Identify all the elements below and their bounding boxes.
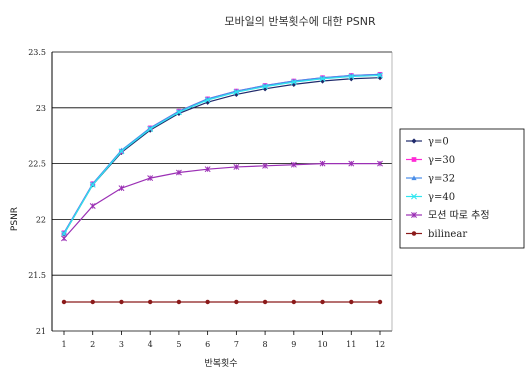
legend-marker: [411, 231, 417, 236]
x-tick-label: 9: [291, 340, 296, 349]
series-layer: [61, 71, 383, 305]
legend-marker: [411, 157, 417, 162]
chart-title: 모바일의 반복횟수에 대한 PSNR: [224, 14, 376, 28]
data-point: [234, 299, 239, 305]
y-tick-label: 23.5: [28, 48, 46, 57]
data-point: [233, 89, 240, 96]
legend-marker: [411, 212, 417, 218]
data-point: [61, 230, 67, 235]
data-point: [262, 299, 268, 305]
x-axis-label: 반복횟수: [204, 357, 237, 369]
x-tick-label: 3: [119, 340, 124, 349]
legend-item: bilinear: [406, 229, 467, 240]
legend-item: γ=0: [406, 137, 449, 148]
x-tick-label: 8: [263, 340, 268, 349]
data-point: [348, 160, 355, 167]
y-tick-label: 21.5: [28, 271, 46, 280]
y-tick-label: 22.5: [28, 160, 46, 169]
x-tick-label: 6: [205, 340, 210, 349]
legend-marker: [411, 138, 417, 144]
data-point: [118, 148, 125, 155]
data-point: [233, 163, 240, 170]
legend-label: γ=40: [428, 192, 455, 203]
data-point: [377, 160, 383, 167]
series-line: [63, 74, 381, 235]
series-line: [63, 163, 380, 239]
legend-label: 모션 따로 추정: [428, 210, 490, 222]
data-point: [176, 299, 182, 305]
data-point: [61, 299, 67, 305]
x-tick-label: 10: [317, 340, 327, 349]
data-point: [349, 299, 354, 305]
data-point: [90, 299, 95, 305]
x-tick-label: 2: [90, 340, 95, 349]
data-point: [319, 160, 326, 167]
data-point: [204, 96, 211, 103]
x-tick-label: 4: [148, 340, 153, 349]
data-point: [119, 299, 124, 305]
x-tick-label: 12: [375, 340, 385, 349]
data-point: [204, 166, 211, 173]
data-point: [290, 161, 297, 168]
data-point: [291, 299, 297, 305]
series-0: [61, 75, 383, 237]
data-point: [61, 235, 67, 242]
x-tick-label: 1: [61, 340, 66, 349]
legend-label: γ=30: [428, 155, 455, 166]
legend-item: γ=40: [406, 192, 455, 203]
data-point: [175, 169, 182, 176]
data-point: [262, 86, 268, 92]
y-tick-label: 22: [36, 215, 46, 224]
series-5: [61, 299, 383, 305]
data-point: [147, 126, 154, 132]
x-tick-label: 5: [176, 340, 181, 349]
grid-layer: [52, 51, 392, 332]
data-point: [319, 75, 326, 82]
data-point: [118, 185, 125, 192]
legend-item: γ=30: [406, 155, 455, 166]
data-point: [348, 76, 354, 82]
data-point: [377, 299, 383, 305]
data-point: [147, 175, 154, 182]
data-point: [89, 203, 96, 209]
data-point: [175, 109, 182, 116]
y-axis-label: PSNR: [10, 207, 20, 231]
series-line: [63, 77, 381, 235]
data-point: [320, 299, 325, 305]
x-tick-label: 7: [234, 340, 239, 349]
legend-item: 모션 따로 추정: [406, 210, 490, 222]
legend-label: γ=0: [428, 137, 449, 148]
y-tick-label: 23: [36, 104, 46, 113]
legend-label: γ=32: [428, 174, 455, 185]
data-point: [262, 83, 269, 90]
legend-marker: [411, 175, 417, 181]
data-point: [89, 181, 96, 188]
y-tick-label: 21: [36, 327, 46, 336]
legend-marker: [411, 193, 417, 200]
data-point: [348, 73, 355, 80]
data-point: [147, 299, 153, 305]
series-3: [61, 72, 383, 237]
data-point: [290, 79, 297, 86]
data-point: [205, 299, 210, 305]
legend: γ=0 γ=30 γ=32 γ=40 모션 따로 추정 bilinear: [399, 128, 525, 249]
series-line: [63, 73, 381, 234]
data-point: [262, 162, 269, 169]
legend-label: bilinear: [428, 229, 467, 240]
data-point: [90, 181, 96, 186]
data-point: [377, 72, 383, 79]
legend-box: [399, 128, 525, 249]
legend-item: γ=32: [406, 174, 455, 185]
data-point: [118, 147, 125, 153]
series-4: [61, 160, 383, 242]
x-tick-label: 11: [346, 340, 356, 349]
